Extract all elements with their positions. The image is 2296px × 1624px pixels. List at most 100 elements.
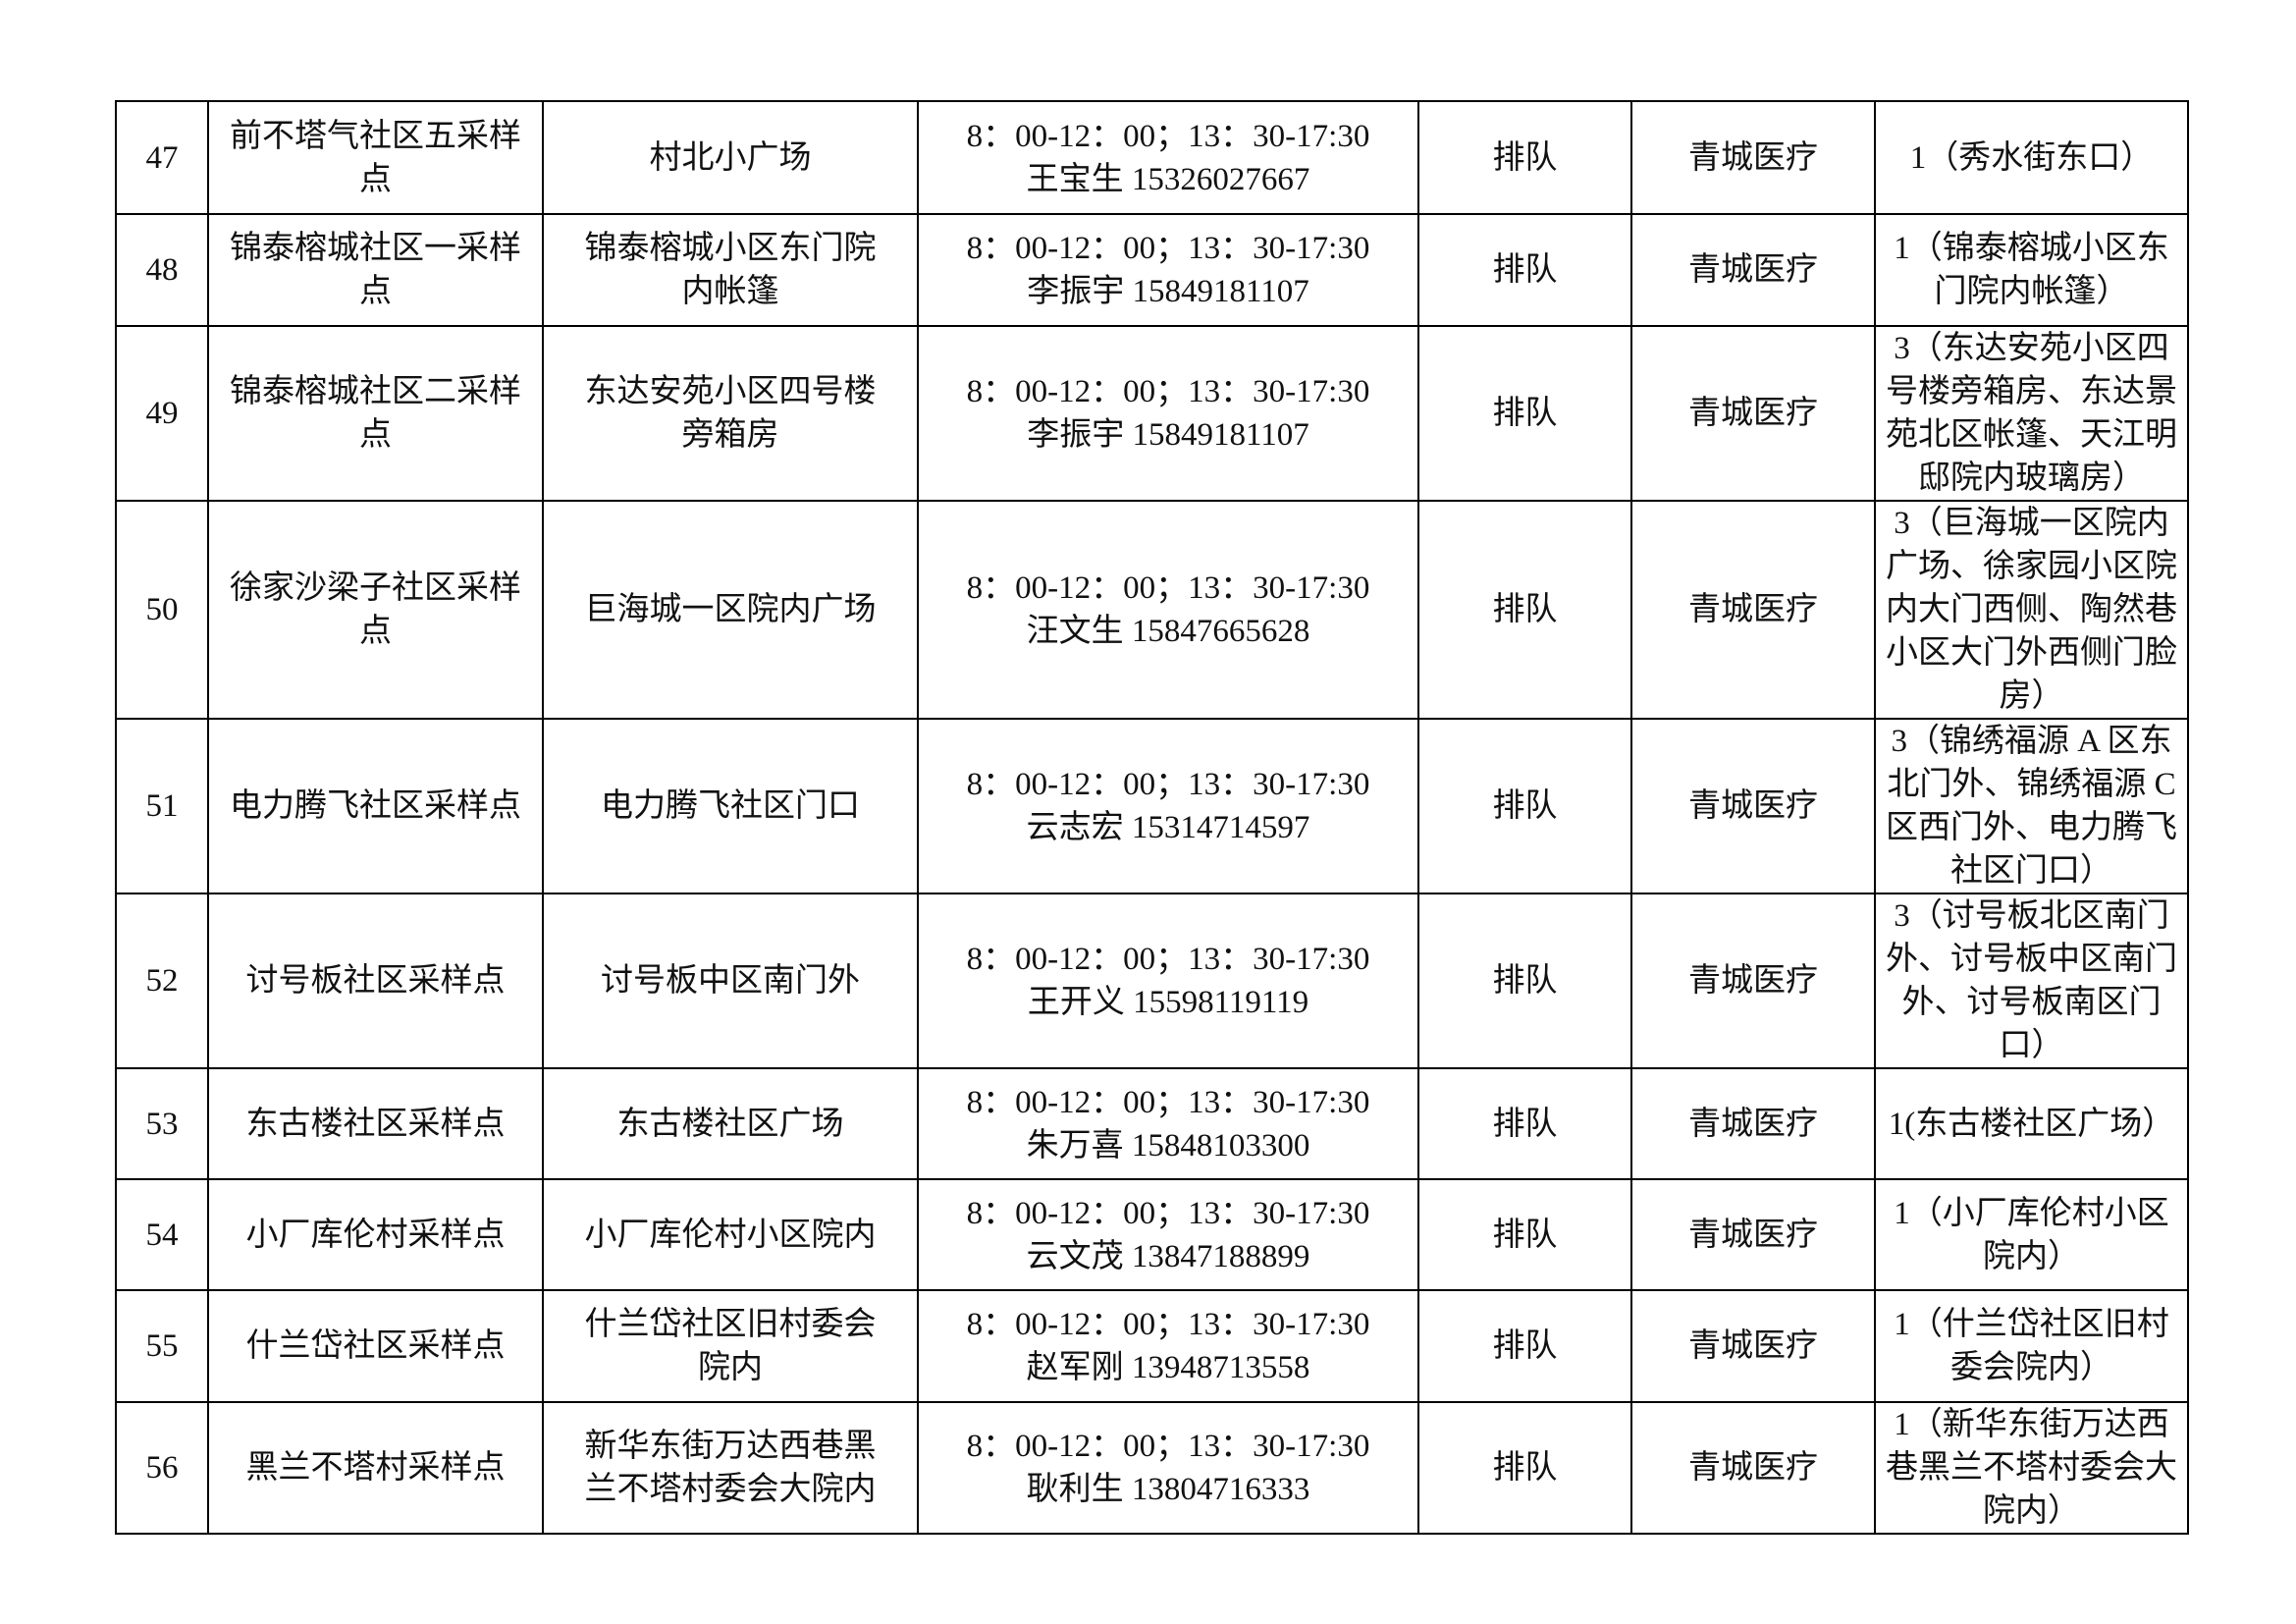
- row-number: 52: [115, 893, 209, 1069]
- hours: 8：00-12：00；13：30-17:30: [966, 1195, 1370, 1231]
- row-number: 49: [115, 325, 209, 502]
- site-name: 讨号板社区采样点: [207, 893, 544, 1069]
- table-body: 47 前不塔气社区五采样点 村北小广场 8：00-12：00；13：30-17:30 王…: [115, 100, 2189, 1535]
- mode: 排队: [1417, 718, 1632, 894]
- location: 村北小广场: [542, 100, 919, 215]
- points: 1（锦泰榕城小区东门院内帐篷）: [1874, 213, 2189, 327]
- mode: 排队: [1417, 1067, 1632, 1180]
- row-number: 48: [115, 213, 209, 327]
- site-name: 前不塔气社区五采样点: [207, 100, 544, 215]
- contact: 云志宏 15314714597: [1026, 810, 1310, 845]
- provider: 青城医疗: [1630, 100, 1876, 215]
- provider: 青城医疗: [1630, 1289, 1876, 1403]
- hours: 8：00-12：00；13：30-17:30: [966, 374, 1370, 409]
- mode: 排队: [1417, 325, 1632, 502]
- hours-contact: 8：00-12：00；13：30-17:30 汪文生 15847665628: [917, 500, 1419, 720]
- table-row: 51 电力腾飞社区采样点 电力腾飞社区门口 8：00-12：00；13：30-17:3…: [115, 718, 2189, 894]
- mode: 排队: [1417, 1178, 1632, 1291]
- site-name: 电力腾飞社区采样点: [207, 718, 544, 894]
- hours-contact: 8：00-12：00；13：30-17:30 耿利生 13804716333: [917, 1401, 1419, 1535]
- site-name: 东古楼社区采样点: [207, 1067, 544, 1180]
- provider: 青城医疗: [1630, 893, 1876, 1069]
- table-row: 54 小厂库伦村采样点 小厂库伦村小区院内 8：00-12：00；13：30-17:3…: [115, 1178, 2189, 1291]
- hours: 8：00-12：00；13：30-17:30: [966, 767, 1370, 802]
- points: 1(东古楼社区广场）: [1874, 1067, 2189, 1180]
- contact: 汪文生 15847665628: [1026, 614, 1310, 649]
- site-name: 黑兰不塔村采样点: [207, 1401, 544, 1535]
- mode: 排队: [1417, 100, 1632, 215]
- location: 锦泰榕城小区东门院内帐篷: [542, 213, 919, 327]
- site-name: 什兰岱社区采样点: [207, 1289, 544, 1403]
- sampling-table: 47 前不塔气社区五采样点 村北小广场 8：00-12：00；13：30-17:30 王…: [115, 100, 2189, 1535]
- hours-contact: 8：00-12：00；13：30-17:30 李振宇 15849181107: [917, 213, 1419, 327]
- location: 巨海城一区院内广场: [542, 500, 919, 720]
- table-row: 49 锦泰榕城社区二采样点 东达安苑小区四号楼旁箱房 8：00-12：00；13：30…: [115, 325, 2189, 502]
- location: 讨号板中区南门外: [542, 893, 919, 1069]
- points: 3（锦绣福源 A 区东北门外、锦绣福源 C 区西门外、电力腾飞社区门口）: [1874, 718, 2189, 894]
- hours: 8：00-12：00；13：30-17:30: [966, 231, 1370, 266]
- hours: 8：00-12：00；13：30-17:30: [966, 1084, 1370, 1120]
- table-row: 47 前不塔气社区五采样点 村北小广场 8：00-12：00；13：30-17:30 王…: [115, 100, 2189, 215]
- site-name: 锦泰榕城社区一采样点: [207, 213, 544, 327]
- hours-contact: 8：00-12：00；13：30-17:30 李振宇 15849181107: [917, 325, 1419, 502]
- points: 1（什兰岱社区旧村委会院内）: [1874, 1289, 2189, 1403]
- hours-contact: 8：00-12：00；13：30-17:30 王宝生 15326027667: [917, 100, 1419, 215]
- row-number: 54: [115, 1178, 209, 1291]
- contact: 赵军刚 13948713558: [1026, 1350, 1310, 1385]
- row-number: 47: [115, 100, 209, 215]
- location: 电力腾飞社区门口: [542, 718, 919, 894]
- mode: 排队: [1417, 213, 1632, 327]
- points: 1（小厂库伦村小区院内）: [1874, 1178, 2189, 1291]
- points: 1（秀水街东口）: [1874, 100, 2189, 215]
- mode: 排队: [1417, 893, 1632, 1069]
- points: 1（新华东街万达西巷黑兰不塔村委会大院内）: [1874, 1401, 2189, 1535]
- provider: 青城医疗: [1630, 1178, 1876, 1291]
- hours: 8：00-12：00；13：30-17:30: [966, 1429, 1370, 1464]
- points: 3（巨海城一区院内广场、徐家园小区院内大门西侧、陶然巷小区大门外西侧门脸房）: [1874, 500, 2189, 720]
- location: 新华东街万达西巷黑兰不塔村委会大院内: [542, 1401, 919, 1535]
- location: 东古楼社区广场: [542, 1067, 919, 1180]
- location: 小厂库伦村小区院内: [542, 1178, 919, 1291]
- location: 东达安苑小区四号楼旁箱房: [542, 325, 919, 502]
- hours-contact: 8：00-12：00；13：30-17:30 赵军刚 13948713558: [917, 1289, 1419, 1403]
- points: 3（讨号板北区南门外、讨号板中区南门外、讨号板南区门口）: [1874, 893, 2189, 1069]
- row-number: 56: [115, 1401, 209, 1535]
- provider: 青城医疗: [1630, 500, 1876, 720]
- row-number: 50: [115, 500, 209, 720]
- row-number: 51: [115, 718, 209, 894]
- hours: 8：00-12：00；13：30-17:30: [966, 942, 1370, 977]
- row-number: 53: [115, 1067, 209, 1180]
- hours: 8：00-12：00；13：30-17:30: [966, 1307, 1370, 1342]
- table-row: 56 黑兰不塔村采样点 新华东街万达西巷黑兰不塔村委会大院内 8：00-12：00；1…: [115, 1401, 2189, 1535]
- site-name: 锦泰榕城社区二采样点: [207, 325, 544, 502]
- contact: 耿利生 13804716333: [1026, 1472, 1310, 1507]
- table-row: 55 什兰岱社区采样点 什兰岱社区旧村委会院内 8：00-12：00；13：30-17…: [115, 1289, 2189, 1403]
- table-row: 52 讨号板社区采样点 讨号板中区南门外 8：00-12：00；13：30-17:30…: [115, 893, 2189, 1069]
- hours-contact: 8：00-12：00；13：30-17:30 王开义 15598119119: [917, 893, 1419, 1069]
- hours-contact: 8：00-12：00；13：30-17:30 朱万喜 15848103300: [917, 1067, 1419, 1180]
- contact: 云文茂 13847188899: [1026, 1238, 1310, 1274]
- mode: 排队: [1417, 500, 1632, 720]
- table-row: 50 徐家沙梁子社区采样点 巨海城一区院内广场 8：00-12：00；13：30-17…: [115, 500, 2189, 720]
- contact: 王开义 15598119119: [1027, 985, 1309, 1020]
- provider: 青城医疗: [1630, 325, 1876, 502]
- location: 什兰岱社区旧村委会院内: [542, 1289, 919, 1403]
- provider: 青城医疗: [1630, 1401, 1876, 1535]
- hours: 8：00-12：00；13：30-17:30: [966, 570, 1370, 606]
- provider: 青城医疗: [1630, 1067, 1876, 1180]
- contact: 朱万喜 15848103300: [1026, 1127, 1310, 1164]
- provider: 青城医疗: [1630, 213, 1876, 327]
- contact: 李振宇 15849181107: [1027, 274, 1309, 309]
- contact: 王宝生 15326027667: [1026, 161, 1310, 197]
- table-row: 53 东古楼社区采样点 东古楼社区广场 8：00-12：00；13：30-17:30 朱…: [115, 1067, 2189, 1180]
- mode: 排队: [1417, 1401, 1632, 1535]
- hours-contact: 8：00-12：00；13：30-17:30 云文茂 13847188899: [917, 1178, 1419, 1291]
- hours: 8：00-12：00；13：30-17:30: [966, 118, 1370, 154]
- contact: 李振宇 15849181107: [1027, 417, 1309, 453]
- mode: 排队: [1417, 1289, 1632, 1403]
- points: 3（东达安苑小区四号楼旁箱房、东达景苑北区帐篷、天江明邸院内玻璃房）: [1874, 325, 2189, 502]
- provider: 青城医疗: [1630, 718, 1876, 894]
- site-name: 小厂库伦村采样点: [207, 1178, 544, 1291]
- site-name: 徐家沙梁子社区采样点: [207, 500, 544, 720]
